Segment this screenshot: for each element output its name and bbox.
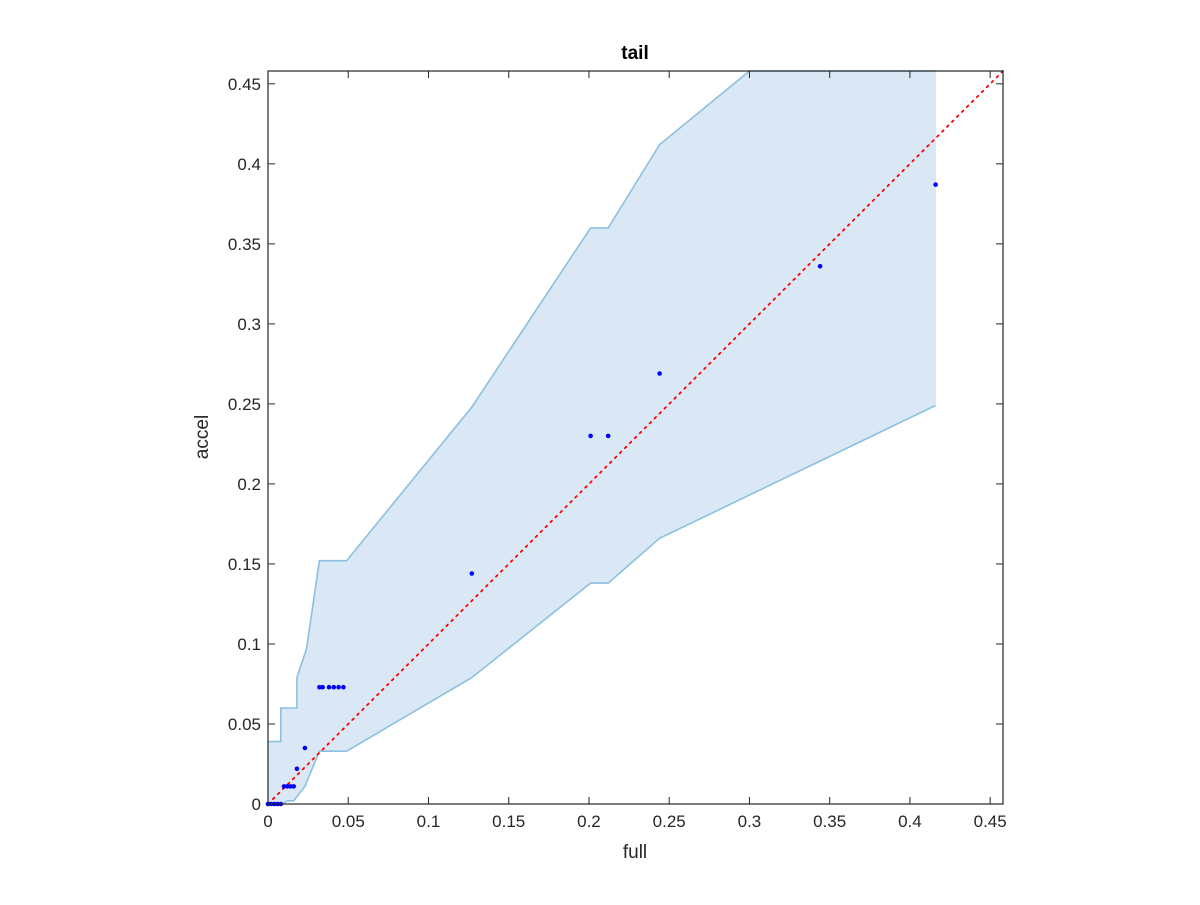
- data-point: [291, 784, 297, 789]
- data-point: [326, 684, 332, 690]
- y-tick-label: 0.45: [228, 75, 261, 94]
- data-point: [588, 433, 593, 439]
- y-tick-label: 0.35: [228, 235, 261, 254]
- data-point: [657, 371, 662, 376]
- x-tick-label: 0.15: [492, 812, 525, 831]
- x-tick-labels: 0 0.05 0.1 0.15 0.2 0.25 0.3 0.35 0.4 0.45: [263, 812, 1006, 831]
- y-axis-title: accel: [192, 415, 213, 459]
- data-point: [605, 433, 611, 439]
- y-tick-labels: 0 0.05 0.1 0.15 0.2 0.25 0.3 0.35 0.4 0.45: [228, 75, 261, 814]
- data-point: [469, 571, 475, 576]
- reference-line: [267, 70, 1004, 805]
- x-tick-label: 0.25: [653, 812, 686, 831]
- data-point: [933, 182, 938, 187]
- y-tick-label: 0.25: [228, 395, 261, 414]
- data-point: [341, 684, 346, 690]
- x-tick-label: 0.1: [417, 812, 441, 831]
- data-point: [817, 264, 823, 269]
- y-tick-label: 0.15: [228, 555, 261, 574]
- y-tick-label: 0: [252, 795, 261, 814]
- band-upper-edge: [268, 70, 936, 743]
- reference-line-group: [267, 70, 1004, 805]
- y-tick-label: 0.4: [237, 155, 261, 174]
- y-tick-label: 0.2: [237, 475, 261, 494]
- x-axis-title: full: [623, 842, 647, 863]
- data-point: [285, 784, 290, 789]
- y-tick-label: 0.05: [228, 715, 261, 734]
- y-tick-label: 0.3: [237, 315, 261, 334]
- data-point: [336, 684, 341, 690]
- axes-box: [267, 70, 1004, 805]
- axes: [267, 70, 1004, 805]
- x-tick-label: 0.05: [332, 812, 365, 831]
- data-point: [294, 766, 300, 772]
- band-lower-edge: [268, 404, 936, 805]
- data-point: [331, 684, 337, 690]
- x-tick-label: 0: [263, 812, 272, 831]
- y-tick-label: 0.1: [237, 635, 261, 654]
- data-point: [281, 784, 287, 789]
- x-tick-label: 0.3: [738, 812, 762, 831]
- x-tick-label: 0.2: [577, 812, 601, 831]
- x-tick-label: 0.4: [898, 812, 922, 831]
- data-point: [288, 784, 293, 789]
- x-tick-label: 0.45: [974, 812, 1007, 831]
- data-point: [302, 745, 308, 751]
- confidence-band: [268, 71, 936, 804]
- x-tick-label: 0.35: [813, 812, 846, 831]
- data-point: [320, 684, 325, 690]
- data-point: [317, 684, 322, 690]
- chart-title: tail: [621, 43, 648, 64]
